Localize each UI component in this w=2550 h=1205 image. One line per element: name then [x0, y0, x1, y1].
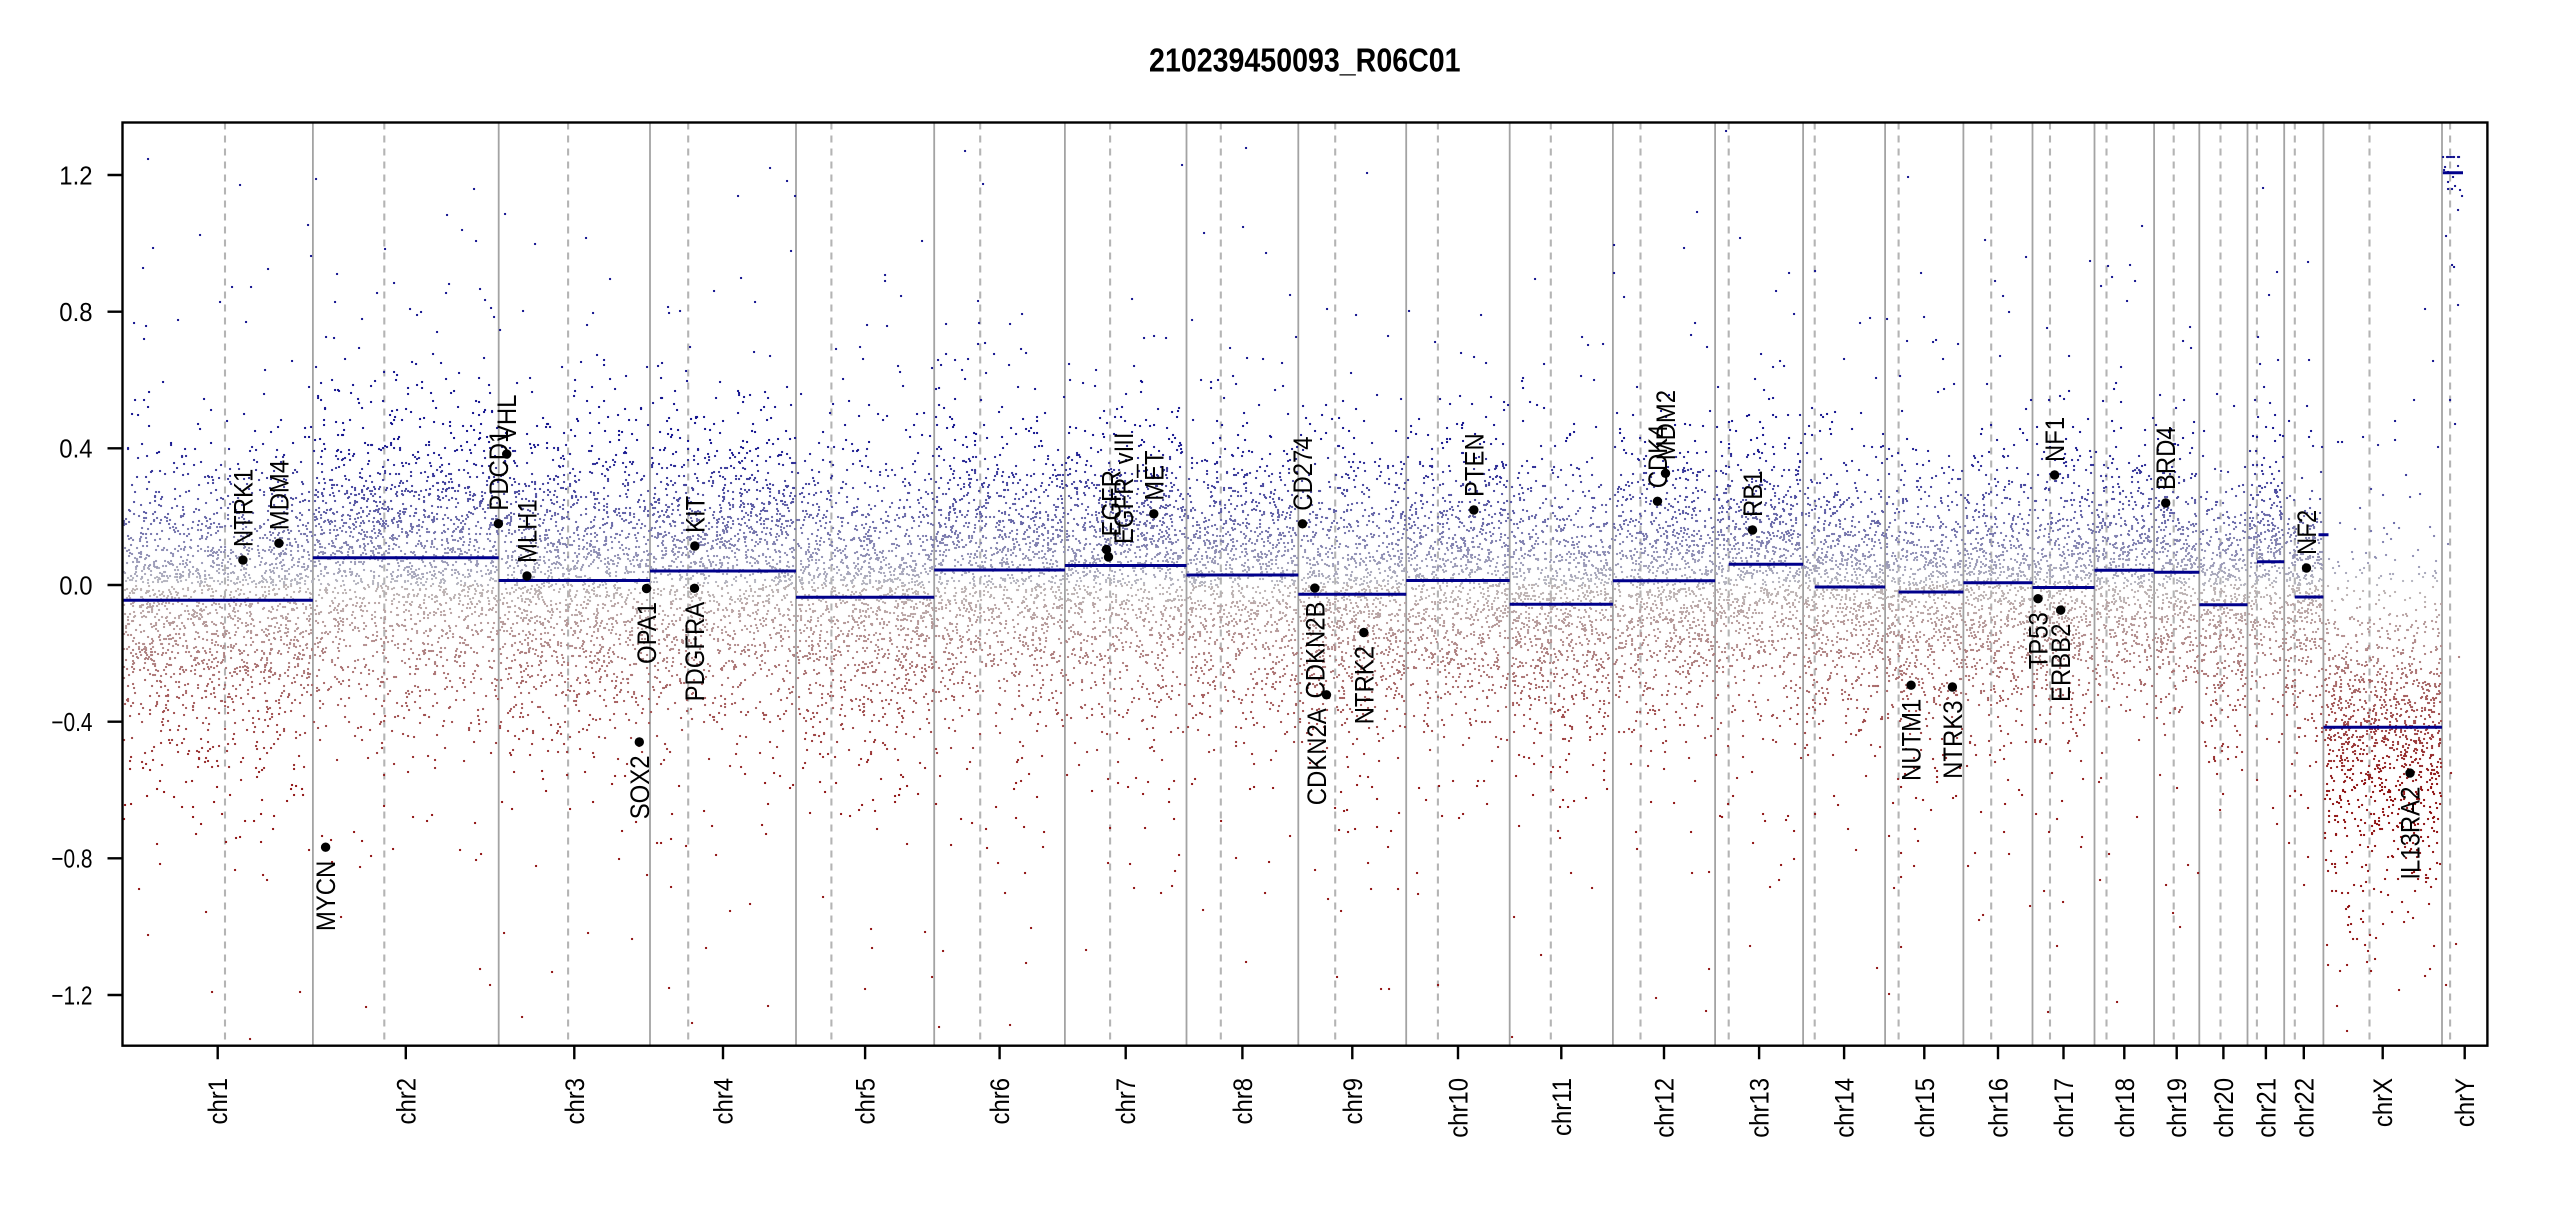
svg-text:CD274: CD274	[1288, 436, 1318, 510]
svg-text:chr2: chr2	[391, 1078, 421, 1125]
svg-text:−0.8: −0.8	[51, 844, 92, 874]
svg-text:NUTM1: NUTM1	[1897, 699, 1927, 781]
svg-text:0.4: 0.4	[59, 434, 92, 464]
svg-text:chr20: chr20	[2209, 1078, 2239, 1138]
svg-text:RB1: RB1	[1738, 471, 1768, 518]
svg-text:chr5: chr5	[851, 1078, 881, 1125]
svg-text:NF1: NF1	[2040, 417, 2070, 462]
svg-text:BRD4: BRD4	[2151, 426, 2181, 490]
svg-text:TP53: TP53	[2024, 612, 2054, 669]
svg-text:chr18: chr18	[2110, 1078, 2140, 1138]
svg-text:OPA1: OPA1	[632, 602, 662, 664]
svg-text:PDCD1: PDCD1	[484, 430, 514, 511]
svg-text:0.0: 0.0	[59, 570, 92, 600]
svg-text:MDM2: MDM2	[1651, 390, 1681, 460]
svg-text:EGFR_vIII: EGFR_vIII	[1109, 433, 1139, 545]
svg-text:CDKN2B: CDKN2B	[1300, 602, 1330, 699]
svg-text:NTRK3: NTRK3	[1938, 701, 1968, 779]
svg-text:IL13RA2: IL13RA2	[2396, 787, 2426, 880]
svg-text:chr17: chr17	[2049, 1078, 2079, 1138]
svg-text:VHL: VHL	[492, 395, 522, 442]
svg-text:chr13: chr13	[1745, 1078, 1775, 1138]
svg-text:chr21: chr21	[2251, 1078, 2281, 1138]
svg-text:ERBB2: ERBB2	[2046, 624, 2076, 702]
svg-text:chr11: chr11	[1547, 1078, 1577, 1136]
svg-text:0.8: 0.8	[59, 297, 92, 327]
svg-text:NF2: NF2	[2292, 510, 2322, 555]
svg-text:−0.4: −0.4	[51, 707, 92, 737]
svg-text:chr15: chr15	[1910, 1078, 1940, 1138]
svg-text:−1.2: −1.2	[51, 980, 92, 1010]
svg-text:NTRK1: NTRK1	[228, 469, 258, 547]
svg-text:210239450093_R06C01: 210239450093_R06C01	[1149, 42, 1461, 79]
svg-text:chr19: chr19	[2162, 1078, 2192, 1138]
svg-text:SOX2: SOX2	[625, 756, 655, 820]
svg-text:chr3: chr3	[560, 1078, 590, 1125]
svg-text:chr16: chr16	[1984, 1078, 2014, 1138]
svg-text:CDKN2A: CDKN2A	[1302, 708, 1332, 805]
svg-text:MYCN: MYCN	[311, 861, 341, 931]
svg-text:1.2: 1.2	[59, 160, 92, 190]
svg-text:NTRK2: NTRK2	[1349, 646, 1379, 724]
svg-text:CDK4: CDK4	[1643, 425, 1673, 489]
svg-text:MET: MET	[1139, 450, 1169, 500]
svg-text:chrX: chrX	[2368, 1078, 2398, 1127]
svg-text:chr6: chr6	[985, 1078, 1015, 1125]
svg-text:KIT: KIT	[680, 496, 710, 533]
svg-text:chr22: chr22	[2289, 1078, 2319, 1138]
svg-text:chr7: chr7	[1111, 1078, 1141, 1125]
svg-text:MLH1: MLH1	[513, 499, 543, 563]
svg-text:chr10: chr10	[1444, 1078, 1474, 1138]
svg-text:chrY: chrY	[2450, 1078, 2480, 1127]
svg-text:chr8: chr8	[1228, 1078, 1258, 1125]
svg-text:EGFR: EGFR	[1097, 470, 1127, 536]
svg-text:chr9: chr9	[1338, 1078, 1368, 1125]
svg-text:chr12: chr12	[1650, 1078, 1680, 1138]
svg-text:chr4: chr4	[709, 1078, 739, 1125]
svg-text:chr14: chr14	[1830, 1078, 1860, 1138]
svg-text:MDM4: MDM4	[264, 460, 294, 530]
svg-text:chr1: chr1	[203, 1078, 233, 1125]
svg-text:PDGFRA: PDGFRA	[680, 602, 710, 702]
svg-text:PTEN: PTEN	[1459, 433, 1489, 497]
